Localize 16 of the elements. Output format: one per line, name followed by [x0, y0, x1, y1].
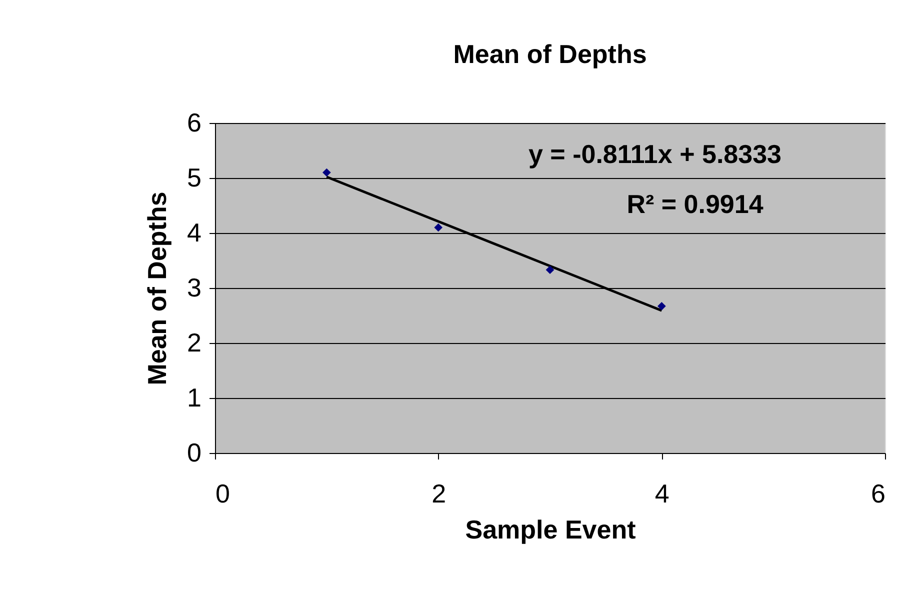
- y-tick-label: 5: [187, 162, 202, 192]
- x-axis-title: Sample Event: [465, 514, 636, 544]
- y-tick-label: 1: [187, 382, 202, 412]
- y-tick-label: 3: [187, 272, 202, 302]
- x-tick-label: 0: [216, 478, 230, 508]
- y-tick-label: 0: [187, 438, 202, 468]
- x-tick-label: 2: [432, 478, 446, 508]
- y-tick-label: 6: [187, 108, 202, 138]
- y-axis-title: Mean of Depths: [142, 192, 172, 386]
- y-tick-label: 4: [187, 218, 202, 248]
- x-tick-label: 4: [654, 478, 670, 508]
- x-tick-label: 6: [871, 478, 886, 508]
- y-tick-label: 2: [187, 328, 202, 358]
- annotation: y = -0.8111x + 5.8333: [528, 139, 782, 169]
- chart-title: Mean of Depths: [453, 39, 647, 69]
- annotation: R² = 0.9914: [626, 189, 764, 219]
